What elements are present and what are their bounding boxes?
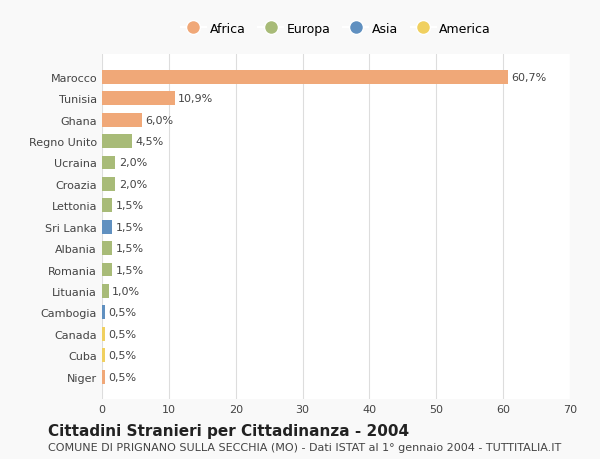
Bar <box>102 199 112 213</box>
Bar <box>102 263 112 277</box>
Text: 1,5%: 1,5% <box>115 265 143 275</box>
Bar <box>102 241 112 256</box>
Legend: Africa, Europa, Asia, America: Africa, Europa, Asia, America <box>175 17 497 42</box>
Bar <box>102 113 142 127</box>
Text: 2,0%: 2,0% <box>119 179 147 190</box>
Bar <box>102 306 106 319</box>
Text: Cittadini Stranieri per Cittadinanza - 2004: Cittadini Stranieri per Cittadinanza - 2… <box>48 423 409 438</box>
Bar <box>102 284 109 298</box>
Text: 1,0%: 1,0% <box>112 286 140 296</box>
Text: 6,0%: 6,0% <box>145 115 173 125</box>
Bar <box>102 327 106 341</box>
Text: 10,9%: 10,9% <box>178 94 214 104</box>
Text: 0,5%: 0,5% <box>109 372 137 382</box>
Text: 4,5%: 4,5% <box>136 137 164 147</box>
Text: 1,5%: 1,5% <box>115 222 143 232</box>
Bar <box>102 135 132 149</box>
Bar <box>102 220 112 234</box>
Text: 0,5%: 0,5% <box>109 308 137 318</box>
Bar <box>102 370 106 384</box>
Text: 2,0%: 2,0% <box>119 158 147 168</box>
Bar <box>102 348 106 362</box>
Text: 60,7%: 60,7% <box>511 73 547 83</box>
Bar <box>102 71 508 84</box>
Text: 0,5%: 0,5% <box>109 350 137 360</box>
Text: 0,5%: 0,5% <box>109 329 137 339</box>
Text: 1,5%: 1,5% <box>115 244 143 253</box>
Text: COMUNE DI PRIGNANO SULLA SECCHIA (MO) - Dati ISTAT al 1° gennaio 2004 - TUTTITAL: COMUNE DI PRIGNANO SULLA SECCHIA (MO) - … <box>48 442 561 452</box>
Text: 1,5%: 1,5% <box>115 201 143 211</box>
Bar <box>102 178 115 191</box>
Bar <box>102 92 175 106</box>
Bar <box>102 156 115 170</box>
